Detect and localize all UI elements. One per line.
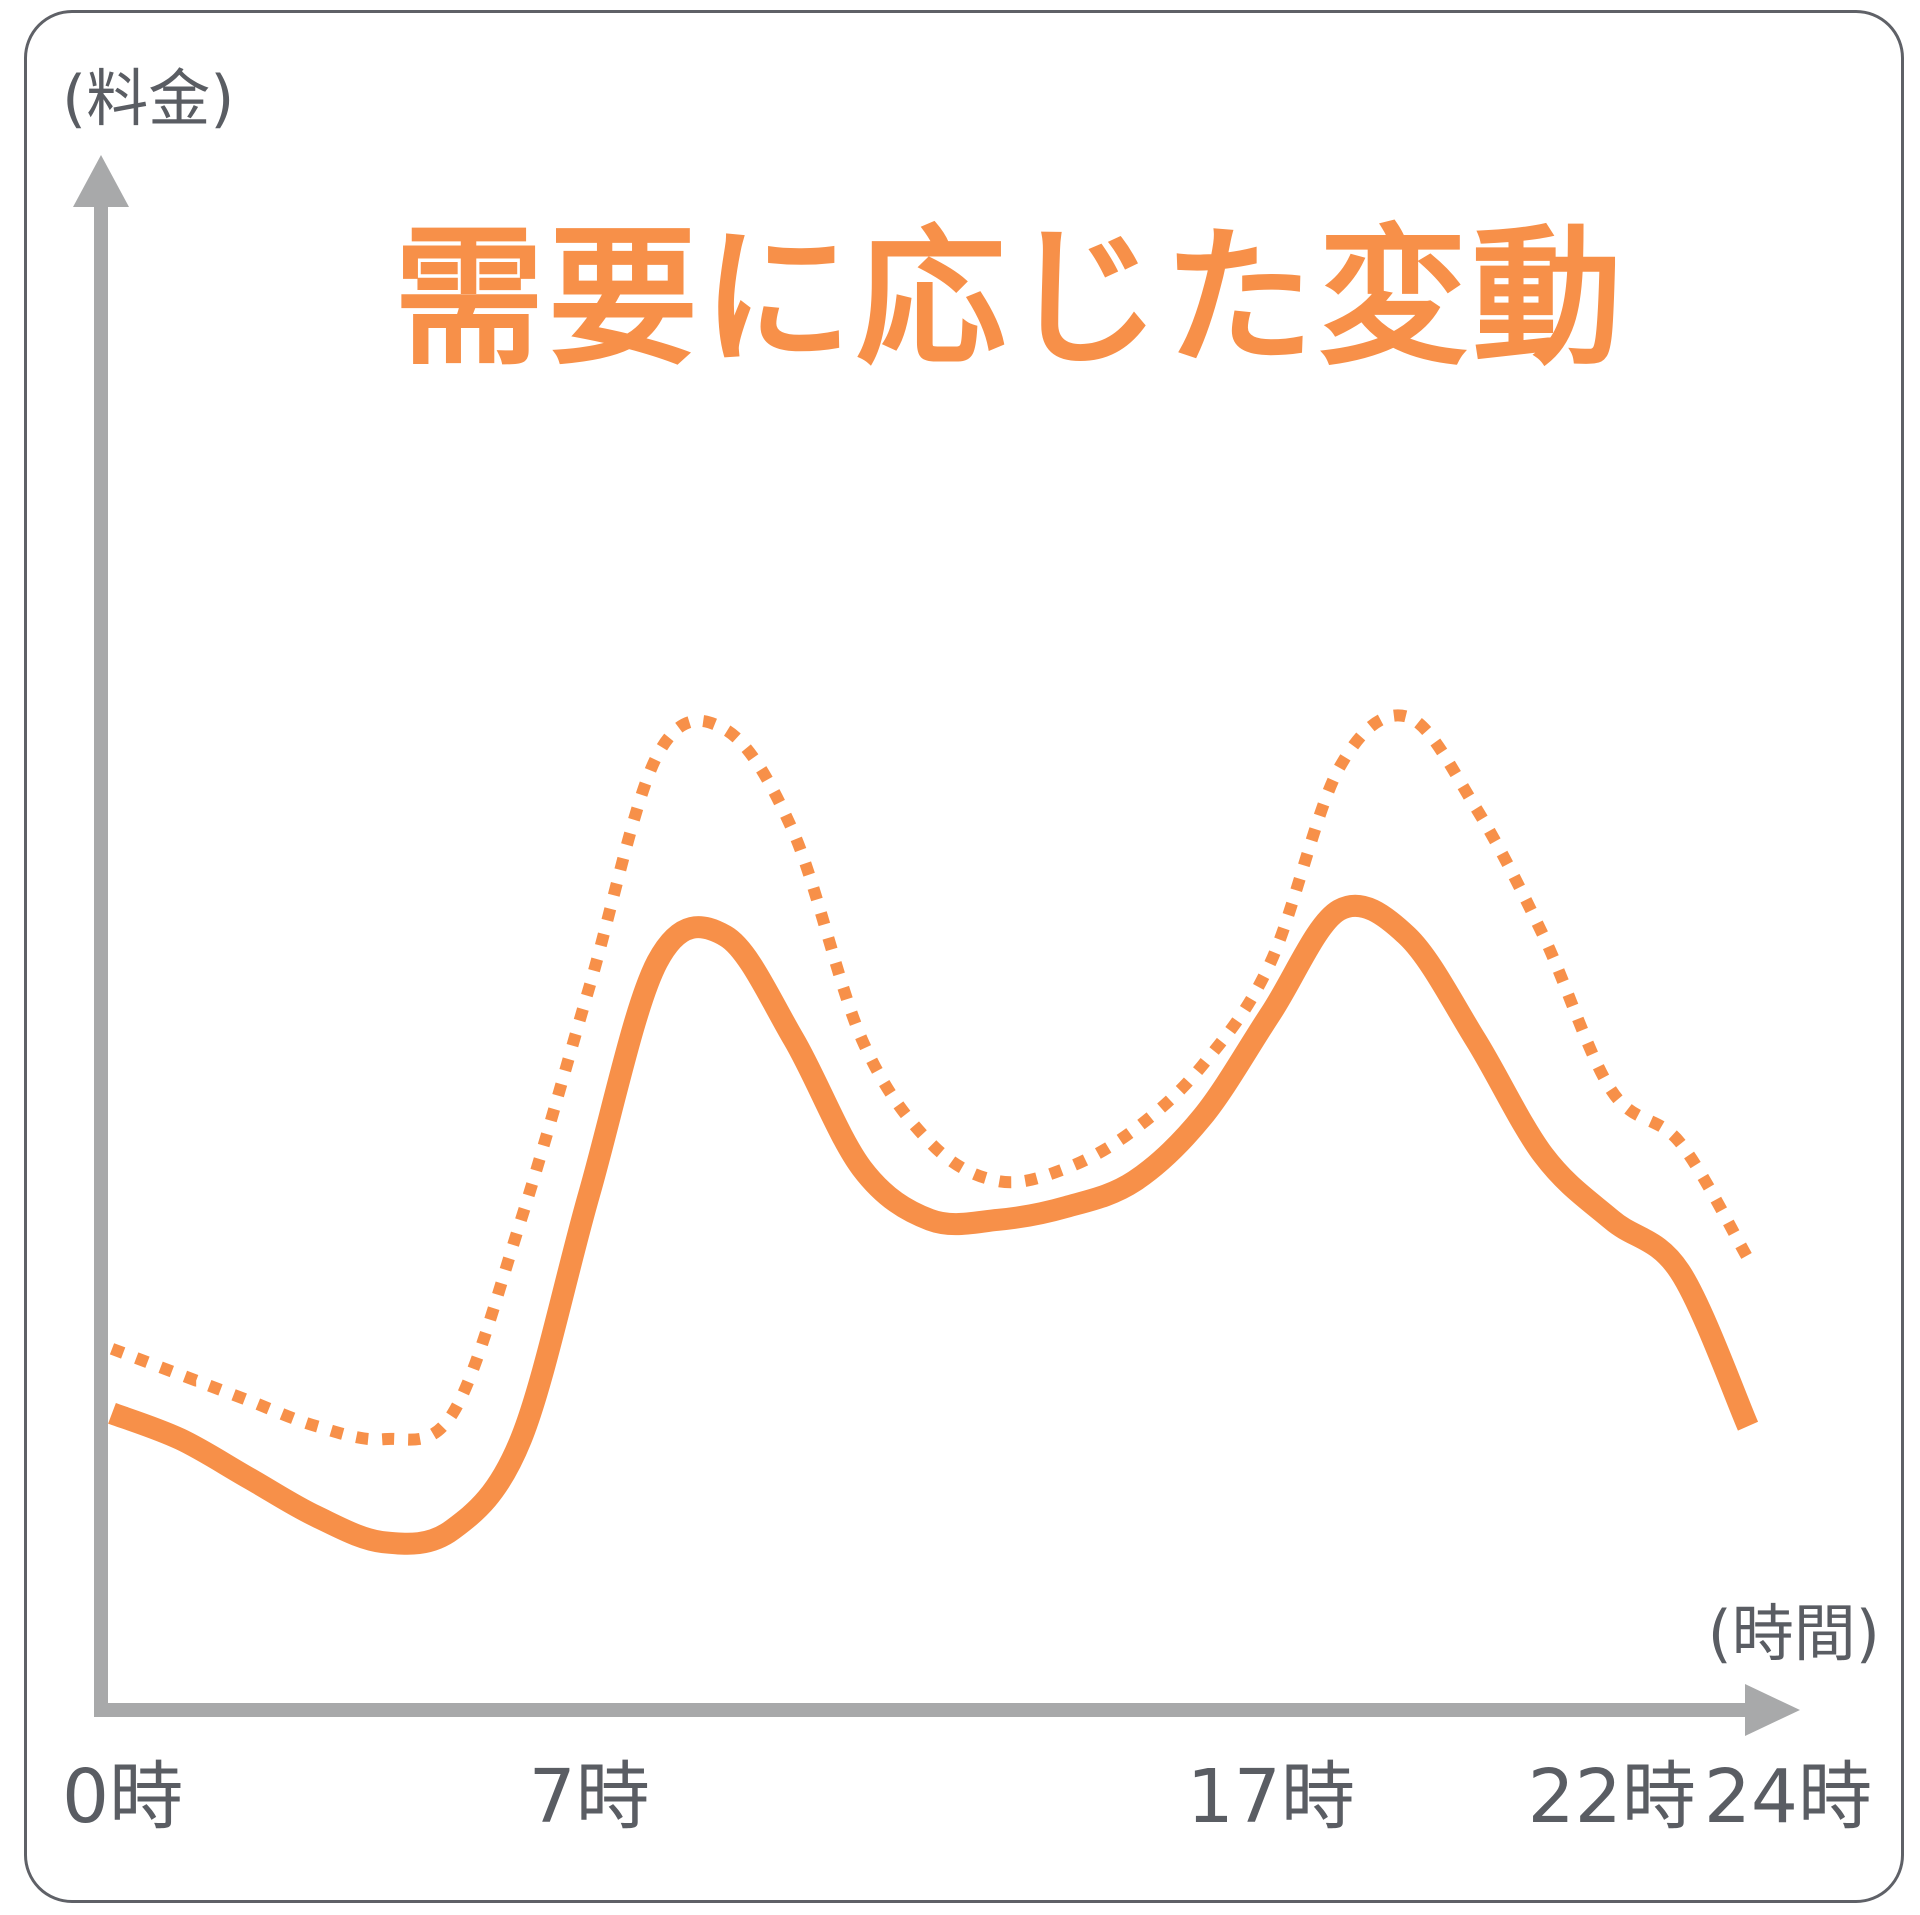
series-dotted-line [109,709,1754,1446]
x-axis-arrow [1745,1684,1800,1736]
x-tick-label: 17時 [1187,1754,1355,1840]
series-solid-line [108,894,1759,1555]
x-tick-label: 24時 [1704,1754,1872,1840]
x-tick-label: 0時 [62,1754,183,1840]
x-tick-label: 7時 [529,1754,650,1840]
y-axis-label: (料金) [62,62,234,135]
x-tick-label: 22時 [1528,1754,1696,1840]
y-axis-arrow [73,155,129,207]
series-layer [108,709,1759,1555]
x-tick-labels: 0時 7時 17時 22時 24時 [62,1754,1872,1840]
axes [73,155,1800,1736]
x-axis-label: (時間) [1708,1597,1880,1670]
chart-title: 需要に応じた変動 [394,212,1626,386]
chart-frame [24,10,1904,1903]
